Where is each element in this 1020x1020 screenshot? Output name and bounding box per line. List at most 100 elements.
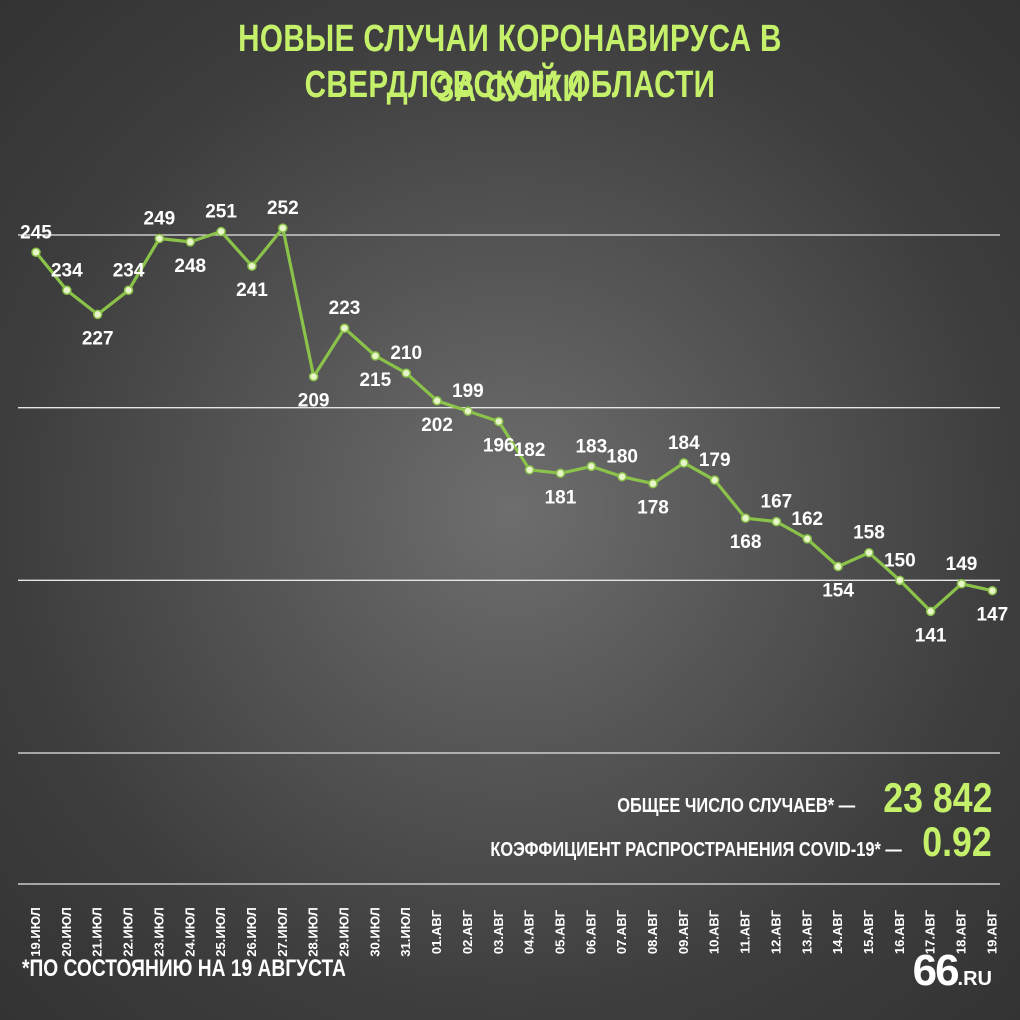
- data-point-19.ИЮЛ: [31, 247, 41, 258]
- data-point-13.АВГ: [802, 534, 812, 544]
- data-point-15.АВГ: [864, 547, 874, 558]
- data-label-05.АВГ: 181: [545, 487, 577, 508]
- data-label-03.АВГ: 196: [483, 435, 515, 456]
- data-label-25.ИЮЛ: 251: [205, 202, 237, 223]
- x-tick-15.АВГ: 15.АВГ: [861, 909, 876, 954]
- data-label-08.АВГ: 178: [637, 498, 669, 519]
- x-tick-19.ИЮЛ: 19.ИЮЛ: [28, 907, 43, 956]
- data-point-24.ИЮЛ: [185, 237, 195, 247]
- total-cases-label: ОБЩЕЕ ЧИСЛО СЛУЧАЕВ* —: [617, 795, 856, 817]
- data-point-12.АВГ: [771, 516, 782, 527]
- data-label-10.АВГ: 179: [699, 450, 731, 471]
- data-point-20.ИЮЛ: [62, 285, 72, 296]
- data-label-17.АВГ: 141: [915, 625, 947, 646]
- data-point-21.ИЮЛ: [92, 309, 103, 320]
- spread-coefficient-value: 0.92: [922, 818, 992, 865]
- total-cases-value: 23 842: [882, 774, 992, 821]
- data-label-21.ИЮЛ: 227: [82, 328, 114, 349]
- data-label-14.АВГ: 154: [822, 581, 854, 602]
- x-tick-02.АВГ: 02.АВГ: [460, 909, 475, 954]
- data-point-07.АВГ: [617, 471, 627, 482]
- data-label-28.ИЮЛ: 209: [298, 391, 330, 412]
- data-label-19.АВГ: 147: [976, 605, 1008, 626]
- x-tick-14.АВГ: 14.АВГ: [830, 909, 845, 954]
- data-label-02.АВГ: 199: [452, 381, 484, 402]
- data-point-06.АВГ: [586, 461, 597, 472]
- x-tick-26.ИЮЛ: 26.ИЮЛ: [244, 907, 259, 956]
- data-label-06.АВГ: 183: [575, 436, 607, 457]
- data-label-04.АВГ: 182: [514, 440, 546, 461]
- x-tick-25.ИЮЛ: 25.ИЮЛ: [213, 907, 228, 956]
- x-tick-24.ИЮЛ: 24.ИЮЛ: [182, 907, 197, 956]
- x-axis-ticks: 19.ИЮЛ 20.ИЮЛ 21.ИЮЛ 22.ИЮЛ 23.ИЮЛ 24.ИЮЛ 25.И…: [28, 907, 999, 956]
- x-tick-06.АВГ: 06.АВГ: [583, 909, 598, 954]
- data-label-20.ИЮЛ: 234: [51, 260, 83, 281]
- data-point-03.АВГ: [494, 416, 504, 427]
- x-tick-09.АВГ: 09.АВГ: [676, 909, 691, 954]
- data-point-18.АВГ: [956, 579, 967, 589]
- data-point-31.ИЮЛ: [401, 368, 411, 378]
- data-label-11.АВГ: 168: [730, 532, 762, 553]
- logo-domain: .RU: [957, 968, 992, 990]
- data-point-27.ИЮЛ: [278, 223, 288, 233]
- x-tick-12.АВГ: 12.АВГ: [768, 909, 783, 954]
- data-point-22.ИЮЛ: [123, 285, 134, 296]
- data-label-27.ИЮЛ: 252: [267, 198, 299, 219]
- x-tick-04.АВГ: 04.АВГ: [522, 909, 537, 954]
- data-point-14.АВГ: [833, 561, 843, 572]
- data-point-17.АВГ: [925, 606, 936, 617]
- gridlines: [18, 234, 1000, 885]
- data-label-30.ИЮЛ: 215: [359, 370, 391, 391]
- chart-title-line-2: ЗА СУТКИ: [435, 68, 585, 110]
- logo-number: 66: [912, 946, 960, 995]
- chart-title-line-1: НОВЫЕ СЛУЧАИ КОРОНАВИРУСА В СВЕРДЛОВСКОЙ…: [238, 18, 782, 106]
- x-tick-29.ИЮЛ: 29.ИЮЛ: [337, 907, 352, 956]
- x-tick-07.АВГ: 07.АВГ: [614, 909, 629, 954]
- x-tick-03.АВГ: 03.АВГ: [491, 909, 506, 954]
- data-label-01.АВГ: 202: [421, 415, 453, 436]
- data-point-01.АВГ: [432, 396, 442, 406]
- data-label-15.АВГ: 158: [853, 523, 885, 544]
- data-point-02.АВГ: [463, 406, 473, 416]
- x-tick-11.АВГ: 11.АВГ: [738, 910, 753, 954]
- data-point-30.ИЮЛ: [370, 351, 381, 361]
- data-point-08.АВГ: [648, 478, 658, 489]
- data-label-16.АВГ: 150: [884, 550, 916, 571]
- data-point-28.ИЮЛ: [308, 371, 319, 382]
- data-label-07.АВГ: 180: [606, 447, 638, 468]
- data-label-18.АВГ: 149: [946, 554, 978, 575]
- data-labels: 245 234 227 234 249 248 251 241 252 209 223 215 210 2…: [20, 198, 1008, 646]
- x-tick-13.АВГ: 13.АВГ: [799, 909, 814, 954]
- x-tick-08.АВГ: 08.АВГ: [645, 909, 660, 954]
- data-points: [31, 223, 998, 617]
- x-tick-19.АВГ: 19.АВГ: [984, 909, 999, 954]
- data-label-22.ИЮЛ: 234: [113, 260, 145, 281]
- series-line-path: [34, 226, 993, 614]
- spread-coefficient-stat: КОЭФФИЦИЕНТ РАСПРОСТРАНЕНИЯ COVID-19* — …: [400, 818, 992, 866]
- data-label-26.ИЮЛ: 241: [236, 280, 268, 301]
- data-point-10.АВГ: [709, 475, 720, 485]
- data-label-31.ИЮЛ: 210: [390, 343, 422, 364]
- data-point-09.АВГ: [679, 458, 689, 468]
- spread-coefficient-label: КОЭФФИЦИЕНТ РАСПРОСТРАНЕНИЯ COVID-19* —: [490, 839, 902, 861]
- data-point-11.АВГ: [740, 513, 751, 523]
- x-tick-22.ИЮЛ: 22.ИЮЛ: [121, 907, 136, 956]
- x-tick-10.АВГ: 10.АВГ: [707, 909, 722, 954]
- footnote: *ПО СОСТОЯНИЮ НА 19 АВГУСТА: [22, 955, 346, 982]
- data-label-23.ИЮЛ: 249: [144, 208, 176, 229]
- data-label-19.ИЮЛ: 245: [20, 222, 52, 243]
- data-point-25.ИЮЛ: [216, 226, 226, 237]
- data-point-05.АВГ: [555, 468, 566, 479]
- site-logo: 66.RU: [913, 946, 992, 996]
- data-label-13.АВГ: 162: [791, 509, 823, 530]
- x-tick-18.АВГ: 18.АВГ: [954, 909, 969, 954]
- data-point-29.ИЮЛ: [339, 323, 350, 333]
- x-tick-17.АВГ: 17.АВГ: [923, 909, 938, 954]
- x-tick-28.ИЮЛ: 28.ИЮЛ: [306, 907, 321, 956]
- x-tick-23.ИЮЛ: 23.ИЮЛ: [151, 907, 166, 956]
- data-point-19.АВГ: [987, 585, 998, 596]
- data-point-16.АВГ: [895, 575, 905, 586]
- x-tick-05.АВГ: 05.АВГ: [552, 909, 567, 954]
- data-label-24.ИЮЛ: 248: [174, 256, 206, 277]
